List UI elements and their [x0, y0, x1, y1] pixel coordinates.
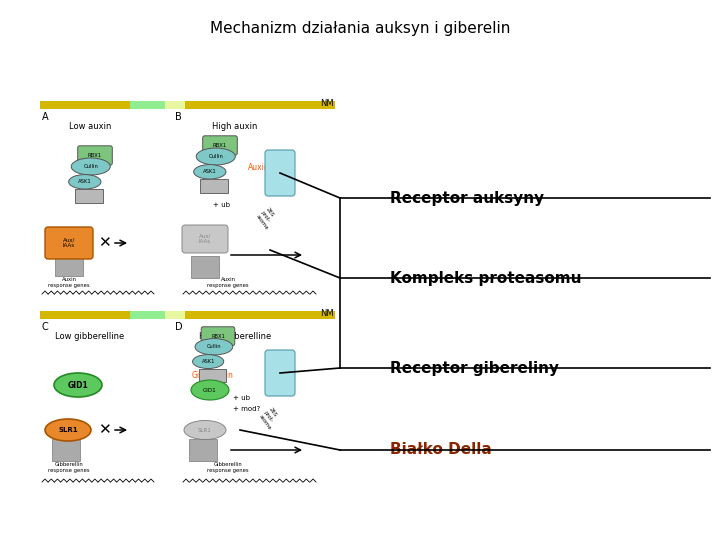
Bar — [40, 311, 335, 319]
FancyBboxPatch shape — [55, 254, 83, 276]
Text: Gibberellin: Gibberellin — [192, 370, 234, 380]
Ellipse shape — [45, 419, 91, 441]
Ellipse shape — [195, 339, 233, 355]
Text: Mechanizm działania auksyn i giberelin: Mechanizm działania auksyn i giberelin — [210, 21, 510, 36]
Bar — [130, 311, 165, 319]
Text: Aux/
IAAs: Aux/ IAAs — [199, 234, 211, 245]
Text: High gibberelline: High gibberelline — [199, 332, 271, 341]
Text: C: C — [42, 322, 49, 332]
Text: ASK1: ASK1 — [203, 170, 217, 174]
Text: Auxin
response genes: Auxin response genes — [207, 277, 249, 288]
Text: Białko Della: Białko Della — [390, 442, 492, 457]
Text: Receptor auksyny: Receptor auksyny — [390, 191, 544, 206]
Text: ASK1: ASK1 — [78, 179, 91, 184]
Text: + ub: + ub — [233, 395, 250, 401]
Text: SLR1: SLR1 — [198, 428, 212, 433]
Text: Gibberellin
response genes: Gibberellin response genes — [207, 462, 249, 473]
Text: Auxin
response genes: Auxin response genes — [48, 277, 90, 288]
Text: ✕: ✕ — [98, 235, 110, 251]
Text: Low auxin: Low auxin — [69, 122, 111, 131]
FancyBboxPatch shape — [265, 150, 295, 196]
Text: Cullin: Cullin — [208, 154, 223, 159]
Text: Cullin: Cullin — [207, 345, 221, 349]
FancyBboxPatch shape — [52, 439, 80, 461]
Ellipse shape — [192, 355, 224, 368]
FancyBboxPatch shape — [200, 179, 228, 193]
Text: ✕: ✕ — [98, 422, 110, 437]
FancyBboxPatch shape — [199, 369, 225, 382]
Text: A: A — [42, 112, 49, 122]
Text: Kompleks proteasomu: Kompleks proteasomu — [390, 271, 582, 286]
Text: NM: NM — [320, 308, 333, 318]
Text: High auxin: High auxin — [212, 122, 258, 131]
FancyBboxPatch shape — [78, 146, 112, 165]
Text: RBX1: RBX1 — [211, 334, 225, 339]
Ellipse shape — [71, 158, 110, 175]
FancyBboxPatch shape — [45, 227, 93, 259]
Text: Low gibberelline: Low gibberelline — [55, 332, 125, 341]
Text: 26S
prot-
asome: 26S prot- asome — [258, 407, 282, 431]
Text: ASK1: ASK1 — [202, 359, 215, 364]
FancyBboxPatch shape — [202, 327, 235, 346]
Text: Cullin: Cullin — [84, 164, 98, 169]
Text: Receptor gibereliny: Receptor gibereliny — [390, 361, 559, 375]
Text: SLR1: SLR1 — [58, 427, 78, 433]
FancyBboxPatch shape — [182, 225, 228, 253]
Ellipse shape — [194, 165, 226, 179]
Ellipse shape — [196, 148, 235, 165]
Text: + ub: + ub — [213, 202, 230, 208]
FancyBboxPatch shape — [265, 350, 295, 396]
Text: 26S
prot-
asome: 26S prot- asome — [255, 207, 279, 231]
Text: RBX1: RBX1 — [88, 153, 102, 158]
Text: Aux/
IAAs: Aux/ IAAs — [63, 238, 75, 248]
Text: Auxin: Auxin — [248, 164, 270, 172]
Text: RBX1: RBX1 — [213, 143, 227, 148]
Text: + mod?: + mod? — [233, 406, 260, 412]
Ellipse shape — [54, 373, 102, 397]
Bar — [165, 311, 185, 319]
Ellipse shape — [68, 174, 101, 189]
Text: B: B — [175, 112, 181, 122]
Ellipse shape — [184, 421, 226, 440]
Text: GID1: GID1 — [68, 381, 89, 389]
Text: GID1: GID1 — [203, 388, 217, 393]
Bar — [40, 101, 335, 109]
Bar — [165, 101, 185, 109]
Text: D: D — [175, 322, 183, 332]
Bar — [130, 101, 165, 109]
FancyBboxPatch shape — [189, 439, 217, 461]
Ellipse shape — [191, 380, 229, 400]
Text: Gibberellin
response genes: Gibberellin response genes — [48, 462, 90, 473]
FancyBboxPatch shape — [203, 136, 238, 155]
Text: NM: NM — [320, 98, 333, 107]
FancyBboxPatch shape — [76, 190, 103, 203]
FancyBboxPatch shape — [191, 256, 219, 278]
